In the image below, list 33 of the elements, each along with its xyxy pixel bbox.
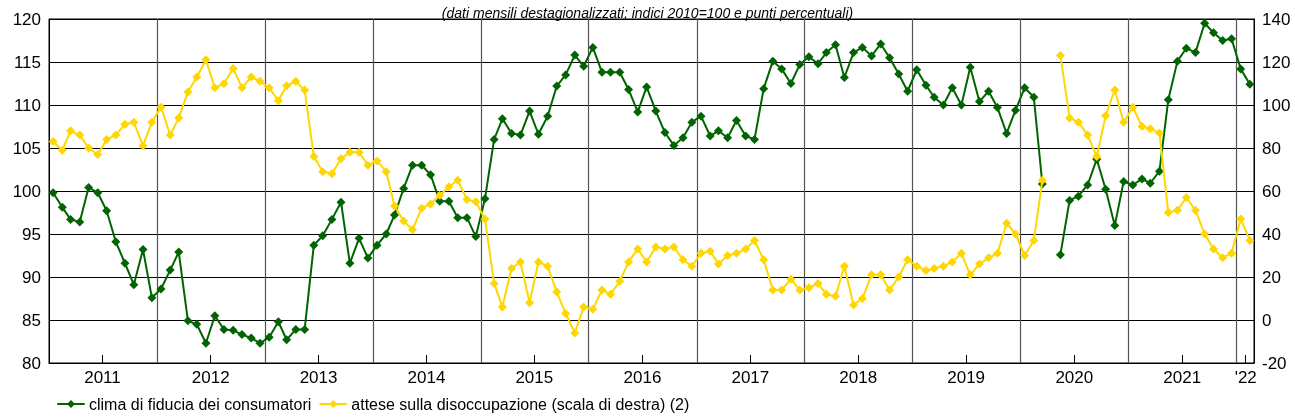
y-tick-label: 120: [12, 9, 41, 29]
x-tick-label: 2018: [839, 368, 878, 387]
y2-tick-label: 60: [1262, 181, 1281, 201]
x-tick-label: 2015: [515, 368, 554, 387]
chart-title: (dati mensili destagionalizzati; indici 2010=100 e punti percentuali): [441, 5, 854, 21]
y2-tick-label: -20: [1262, 353, 1287, 373]
y2-tick-label: 20: [1262, 267, 1281, 287]
legend-label: attese sulla disoccupazione (scala di destra) (2): [351, 395, 690, 413]
y-tick-label: 95: [22, 224, 41, 244]
x-tick-label: 2016: [623, 368, 662, 387]
legend-label: clima di fiducia dei consumatori: [89, 395, 312, 413]
y2-tick-label: 140: [1262, 9, 1291, 29]
x-tick-label: 2014: [407, 368, 446, 387]
y-tick-label: 85: [22, 310, 41, 330]
x-tick-label: 2020: [1055, 368, 1094, 387]
y-tick-label: 110: [13, 95, 41, 115]
y-tick-label: 100: [12, 181, 41, 201]
x-tick-label: 2012: [191, 368, 230, 387]
y-tick-label: 90: [22, 267, 41, 287]
x-tick-label: '22: [1234, 368, 1257, 387]
x-tick-label: 2011: [84, 368, 121, 387]
y-tick-label: 80: [22, 353, 41, 373]
y-tick-label: 115: [13, 52, 41, 72]
y2-tick-label: 120: [1262, 52, 1291, 72]
x-tick-label: 2017: [731, 368, 770, 387]
x-tick-label: 2021: [1163, 368, 1202, 387]
y2-tick-label: 40: [1262, 224, 1281, 244]
y2-tick-label: 0: [1262, 310, 1272, 330]
y2-tick-label: 80: [1262, 138, 1281, 158]
x-tick-label: 2019: [947, 368, 986, 387]
y2-tick-label: 100: [1262, 95, 1291, 115]
x-tick-label: 2013: [299, 368, 338, 387]
y-tick-label: 105: [12, 138, 41, 158]
